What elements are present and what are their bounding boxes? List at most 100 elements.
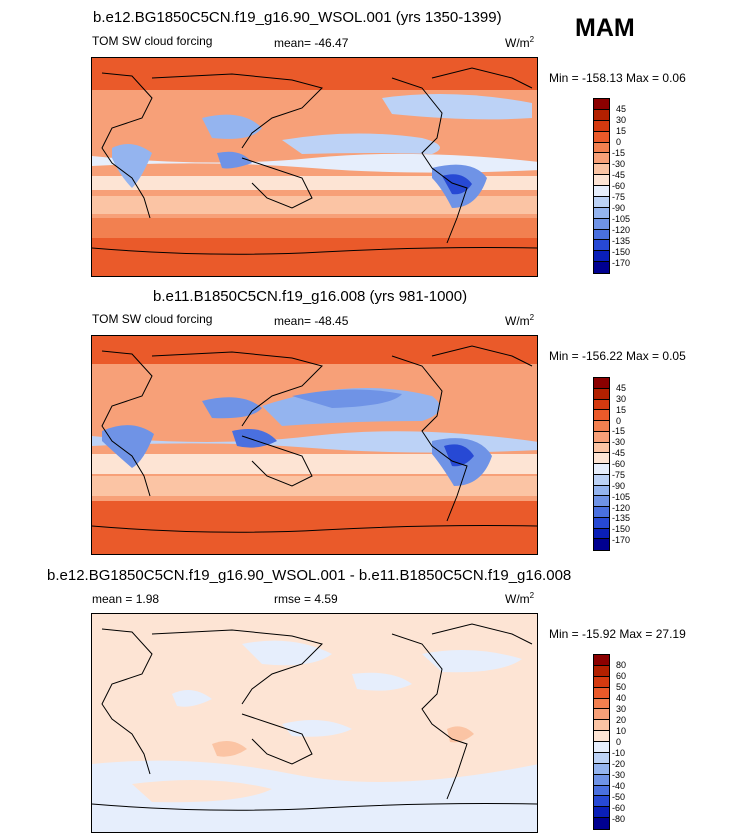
colorbar-tick-label: -150	[612, 524, 631, 535]
panel-3-map	[91, 613, 538, 833]
colorbar-swatch	[594, 687, 609, 699]
panel-3-title: b.e12.BG1850C5CN.f19_g16.90_WSOL.001 - b…	[47, 567, 572, 584]
colorbar-swatch	[594, 109, 609, 121]
colorbar-swatch	[594, 763, 609, 775]
colorbar-swatch	[594, 240, 609, 252]
panel-1-minmax: Min = -158.13 Max = 0.06	[549, 71, 686, 85]
colorbar-tick-label: -135	[612, 513, 631, 524]
panel-1-mean: mean= -46.47	[274, 36, 349, 50]
colorbar-swatch	[594, 431, 609, 443]
colorbar-swatch	[594, 709, 609, 721]
colorbar-tick-label: -30	[612, 159, 626, 169]
colorbar-tick-label: -10	[612, 748, 626, 758]
colorbar-tick-label: -90	[612, 203, 626, 213]
colorbar-tick-label: 45	[616, 382, 627, 393]
colorbar-swatch	[594, 453, 609, 464]
colorbar-swatch	[594, 818, 609, 829]
colorbar-tick-label: -105	[612, 491, 631, 502]
panel-3-mean: mean = 1.98	[92, 592, 160, 606]
colorbar-tick-label: -15	[612, 426, 626, 437]
colorbar-swatch	[594, 388, 609, 400]
colorbar-tick-label: 30	[616, 115, 627, 125]
colorbar-tick-label: -150	[612, 247, 631, 257]
colorbar-tick-label: 80	[616, 660, 627, 670]
panel-3-minmax: Min = -15.92 Max = 27.19	[549, 627, 686, 641]
colorbar-tick-label: -45	[612, 170, 626, 180]
colorbar-tick-label: -120	[612, 502, 631, 513]
colorbar-swatch	[594, 720, 609, 732]
colorbar-swatch	[594, 164, 609, 176]
colorbar-swatch	[594, 796, 609, 808]
colorbar-tick-label: -15	[612, 148, 626, 158]
colorbar-swatch	[594, 442, 609, 454]
colorbar-swatch	[594, 464, 609, 475]
colorbar-tick-label: 15	[616, 404, 627, 415]
colorbar-swatch	[594, 153, 609, 165]
colorbar-swatch	[594, 175, 609, 186]
colorbar-swatch	[594, 251, 609, 263]
panel-2-mean: mean= -48.45	[274, 314, 349, 328]
colorbar-swatch	[594, 99, 609, 110]
panel-1-colorbar	[593, 98, 610, 274]
colorbar-tick-label: 45	[616, 104, 627, 114]
panel-1-unit: W/m2	[505, 35, 535, 50]
colorbar-swatch	[594, 196, 609, 208]
colorbar-swatch	[594, 421, 609, 432]
colorbar-swatch	[594, 186, 609, 197]
colorbar-swatch	[594, 539, 609, 550]
panel-2-minmax: Min = -156.22 Max = 0.05	[549, 349, 686, 363]
colorbar-tick-label: 30	[616, 393, 627, 404]
panel-2-colorbar	[593, 377, 610, 551]
colorbar-swatch	[594, 785, 609, 797]
colorbar-swatch	[594, 262, 609, 273]
colorbar-tick-label: -20	[612, 759, 626, 769]
colorbar-tick-label: -90	[612, 480, 626, 491]
panel-2-unit: W/m2	[505, 313, 535, 328]
colorbar-swatch	[594, 676, 609, 688]
colorbar-swatch	[594, 742, 609, 753]
colorbar-tick-label: 0	[616, 737, 622, 747]
colorbar-swatch	[594, 517, 609, 529]
colorbar-swatch	[594, 229, 609, 241]
colorbar-swatch	[594, 485, 609, 497]
colorbar-swatch	[594, 507, 609, 518]
colorbar-tick-label: -105	[612, 214, 631, 224]
colorbar-tick-label: -170	[612, 535, 631, 546]
panel-2-map	[91, 335, 538, 555]
colorbar-tick-label: -75	[612, 192, 626, 202]
colorbar-swatch	[594, 655, 609, 666]
panel-2-title: b.e11.B1850C5CN.f19_g16.008 (yrs 981-100…	[153, 288, 468, 305]
colorbar-swatch	[594, 399, 609, 411]
colorbar-tick-label: -170	[612, 258, 631, 268]
colorbar-swatch	[594, 142, 609, 154]
season-label: MAM	[575, 14, 635, 42]
colorbar-tick-label: 0	[616, 415, 622, 426]
colorbar-tick-label: 60	[616, 671, 627, 681]
panel-3-colorbar	[593, 654, 610, 830]
colorbar-swatch	[594, 120, 609, 132]
colorbar-swatch	[594, 752, 609, 764]
colorbar-swatch	[594, 774, 609, 786]
colorbar-tick-label: -120	[612, 225, 631, 235]
panel-1-variable-label: TOM SW cloud forcing	[92, 34, 213, 48]
panel-1-title: b.e12.BG1850C5CN.f19_g16.90_WSOL.001 (yr…	[93, 9, 502, 26]
colorbar-tick-label: 40	[616, 693, 627, 703]
panel-2-variable-label: TOM SW cloud forcing	[92, 312, 213, 326]
colorbar-swatch	[594, 474, 609, 486]
panel-3-rmse: rmse = 4.59	[274, 592, 338, 606]
colorbar-tick-label: -50	[612, 792, 626, 802]
colorbar-tick-label: 20	[616, 715, 627, 725]
colorbar-swatch	[594, 496, 609, 507]
colorbar-tick-label: 0	[616, 137, 622, 147]
colorbar-tick-label: 15	[616, 126, 627, 136]
colorbar-tick-label: -60	[612, 181, 626, 191]
colorbar-swatch	[594, 807, 609, 819]
colorbar-tick-label: -60	[612, 459, 626, 469]
colorbar-swatch	[594, 131, 609, 143]
colorbar-tick-label: -40	[612, 781, 626, 791]
colorbar-tick-label: -30	[612, 770, 626, 780]
colorbar-swatch	[594, 218, 609, 230]
panel-3-unit: W/m2	[505, 591, 535, 606]
colorbar-swatch	[594, 410, 609, 421]
colorbar-tick-label: 30	[616, 704, 627, 714]
